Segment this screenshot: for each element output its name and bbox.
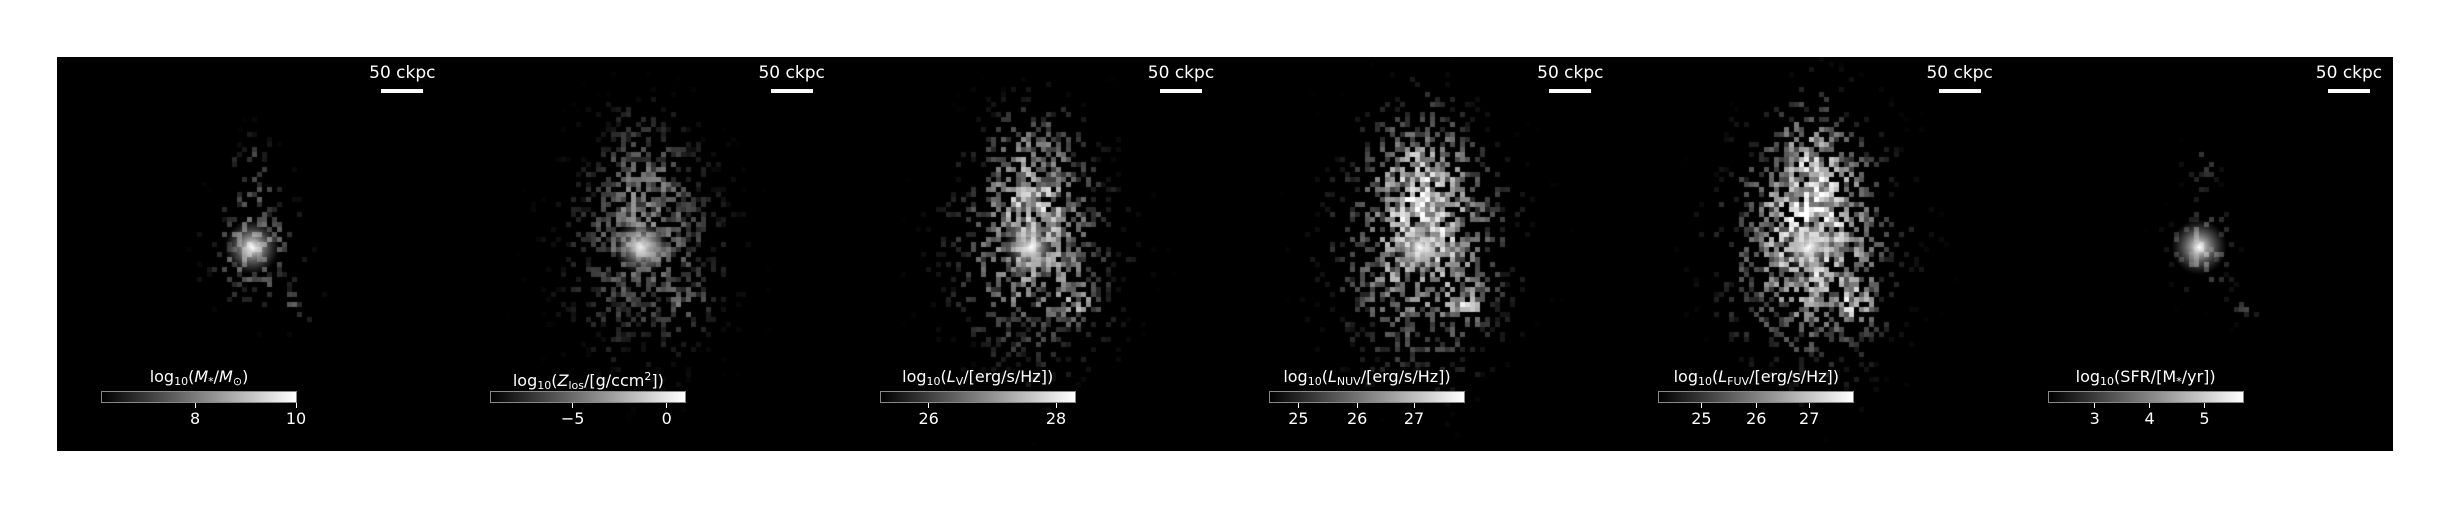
- image-strip: 50 ckpc log10(M*/M⊙) 8 10 50 ckpc log10(Zlos/…: [57, 57, 2393, 451]
- scale-bar-line: [1549, 89, 1592, 93]
- colorbar-tick: 5: [2184, 403, 2224, 428]
- colorbar-title: log10(SFR/[M*/yr]): [2075, 367, 2216, 388]
- colorbar-tick: 4: [2130, 403, 2170, 428]
- scale-bar-label: 50 ckpc: [2315, 63, 2383, 83]
- colorbar-tick-label: 28: [1045, 409, 1067, 428]
- scale-bar: 50 ckpc: [1926, 63, 1993, 93]
- colorbar-gradient: [1268, 391, 1465, 403]
- colorbar-title: log10(Zlos/[g/ccm2]): [512, 370, 664, 392]
- scale-bar: 50 ckpc: [2316, 63, 2382, 93]
- galaxy-map: [1224, 57, 1614, 451]
- colorbar-tick: 25: [1278, 403, 1318, 428]
- colorbar-tick-label: 8: [189, 409, 201, 428]
- colorbar-tick: 25: [1681, 403, 1721, 428]
- colorbar-tick: 0: [647, 403, 687, 428]
- map-panel: 50 ckpc log10(Zlos/[g/ccm2]) −5 0: [446, 57, 836, 451]
- colorbar-tick: 27: [1789, 403, 1829, 428]
- colorbar-tick-label: 3: [2089, 409, 2100, 428]
- galaxy-map: [1614, 57, 2004, 451]
- colorbar-tick: −5: [553, 403, 593, 428]
- scale-bar-line: [2327, 89, 2370, 93]
- colorbar-tick: 8: [175, 403, 215, 428]
- colorbar: log10(SFR/[M*/yr]) 3 4 5: [2047, 367, 2244, 437]
- colorbar-tick: 3: [2075, 403, 2115, 428]
- colorbar-title: log10(LFUV/[erg/s/Hz]): [1673, 367, 1840, 388]
- scale-bar-label: 50 ckpc: [1537, 63, 1604, 83]
- colorbar-tick: 26: [1337, 403, 1377, 428]
- scale-bar-line: [770, 89, 813, 93]
- colorbar-tick: 26: [909, 403, 949, 428]
- galaxy-map: [2003, 57, 2393, 451]
- scale-bar-line: [1938, 89, 1981, 93]
- colorbar-tick-label: 4: [2144, 409, 2155, 428]
- colorbar-gradient: [101, 391, 297, 403]
- galaxy-map: [57, 57, 446, 451]
- colorbar-tick-label: 25: [1288, 409, 1309, 428]
- scale-bar-label: 50 ckpc: [1926, 63, 1993, 83]
- colorbar-tick-label: 25: [1691, 409, 1712, 428]
- colorbar: log10(LV/[erg/s/Hz]) 26 28: [879, 367, 1076, 437]
- scale-bar-line: [1159, 89, 1202, 93]
- colorbar-tick: 26: [1736, 403, 1776, 428]
- scale-bar: 50 ckpc: [1537, 63, 1604, 93]
- colorbar: log10(M*/M⊙) 8 10: [101, 367, 306, 437]
- scale-bar: 50 ckpc: [369, 63, 436, 93]
- colorbar-tick-label: 27: [1799, 409, 1820, 428]
- scale-bar-line: [381, 89, 424, 93]
- map-panel: 50 ckpc log10(LV/[erg/s/Hz]) 26 28: [835, 57, 1225, 451]
- colorbar-gradient: [490, 391, 687, 403]
- colorbar-gradient: [879, 391, 1076, 403]
- scale-bar-label: 50 ckpc: [369, 63, 436, 83]
- galaxy-map: [835, 57, 1225, 451]
- colorbar-tick-label: 5: [2199, 409, 2210, 428]
- colorbar-tick: 10: [276, 403, 316, 428]
- scale-bar: 50 ckpc: [1148, 63, 1214, 93]
- colorbar-title: log10(LNUV/[erg/s/Hz]): [1283, 367, 1451, 388]
- colorbar: log10(Zlos/[g/ccm2]) −5 0: [490, 367, 687, 437]
- scale-bar-label: 50 ckpc: [758, 63, 825, 83]
- colorbar-tick-label: 0: [661, 409, 672, 428]
- scale-bar-label: 50 ckpc: [1147, 63, 1215, 83]
- colorbar: log10(LNUV/[erg/s/Hz]) 25 26 27: [1268, 367, 1465, 437]
- galaxy-map: [446, 57, 836, 451]
- colorbar-gradient: [2047, 391, 2244, 403]
- colorbar-tick-label: 26: [1346, 409, 1368, 428]
- colorbar-tick-label: 26: [918, 409, 939, 428]
- colorbar-tick-label: 26: [1746, 409, 1767, 428]
- map-panel: 50 ckpc log10(LNUV/[erg/s/Hz]) 25 26 27: [1224, 57, 1615, 451]
- colorbar-tick: 28: [1036, 403, 1076, 428]
- map-panel: 50 ckpc log10(M*/M⊙) 8 10: [57, 57, 447, 451]
- colorbar-tick-label: −5: [560, 409, 585, 428]
- colorbar: log10(LFUV/[erg/s/Hz]) 25 26 27: [1658, 367, 1855, 437]
- colorbar-gradient: [1658, 391, 1855, 403]
- scale-bar: 50 ckpc: [758, 63, 825, 93]
- map-panel: 50 ckpc log10(SFR/[M*/yr]) 3 4 5: [2003, 57, 2393, 451]
- map-panel: 50 ckpc log10(LFUV/[erg/s/Hz]) 25 26 27: [1614, 57, 2004, 451]
- colorbar-title: log10(M*/M⊙): [149, 367, 249, 388]
- colorbar-title: log10(LV/[erg/s/Hz]): [902, 367, 1054, 388]
- colorbar-tick-label: 27: [1403, 409, 1425, 428]
- colorbar-tick: 27: [1394, 403, 1434, 428]
- colorbar-tick-label: 10: [285, 409, 307, 428]
